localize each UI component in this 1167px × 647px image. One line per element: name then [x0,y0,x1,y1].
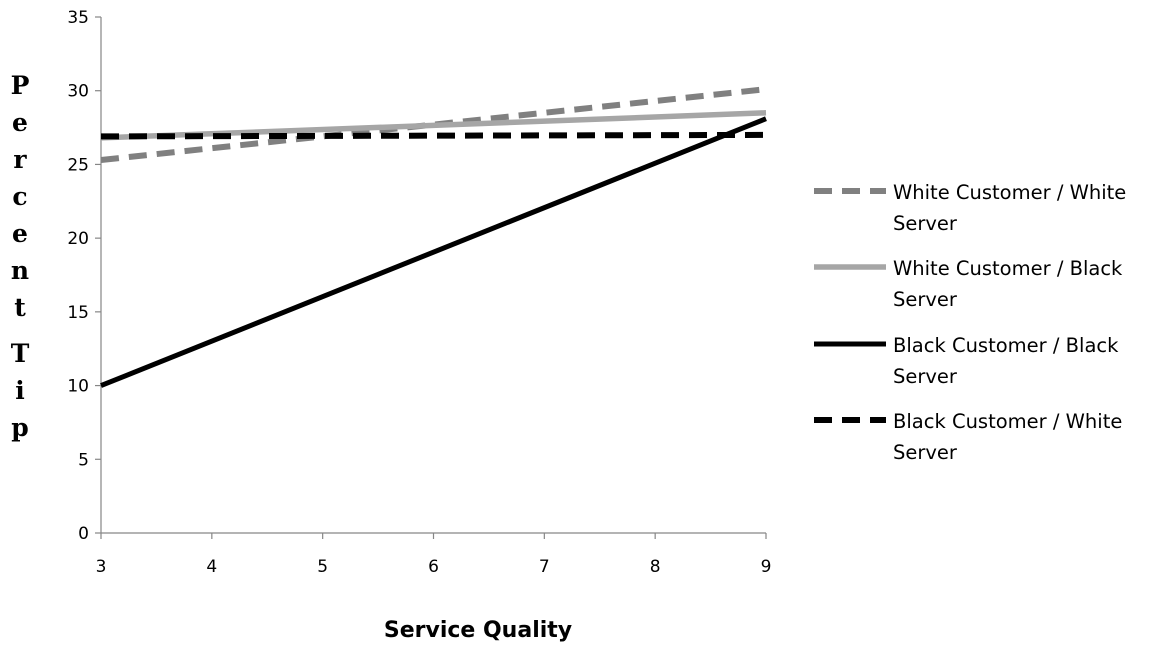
y-axis-title-letter: c [12,182,27,211]
y-axis-title-letter: t [14,293,26,322]
y-tick-label: 20 [67,229,89,249]
legend-label-line: Server [893,441,958,464]
legend-item-0: White Customer / White Server [814,181,1126,235]
legend-label-line: White Customer / White [893,181,1126,204]
legend-label-line: Black Customer / White [893,410,1122,433]
legend-label-line: Server [893,288,958,311]
x-tick-label: 3 [96,557,107,577]
y-axis-title-letter: T [11,339,30,368]
legend-item-2: Black Customer / Black Server [814,334,1119,388]
y-tick-label: 25 [67,155,89,175]
x-axis-title: Service Quality [384,618,572,643]
y-axis-title-letter: P [11,71,30,100]
series-line-1 [100,110,767,141]
y-tick-label: 0 [78,524,89,544]
y-axis-title-letter: p [11,413,28,442]
legend-label-line: White Customer / Black [893,257,1123,280]
legend-label-line: Server [893,212,958,235]
y-tick-label: 10 [67,377,89,397]
y-axis-title-letter: r [13,145,27,174]
x-tick-label: 4 [206,557,217,577]
legend-label-line: Black Customer / Black [893,334,1119,357]
plot-area: 0 5 10 15 20 25 30 35 3 4 5 6 7 8 9 [67,8,771,577]
x-tick-label: 7 [539,557,550,577]
legend-label-line: Server [893,365,958,388]
x-tick-label: 9 [761,557,772,577]
y-axis-title-letter: e [12,108,28,137]
y-tick-label: 30 [67,82,89,102]
legend-item-1: White Customer / Black Server [814,257,1123,311]
y-axis-title-letter: e [12,219,28,248]
y-axis-title-letter: i [15,376,25,405]
y-tick-label: 15 [67,303,89,323]
legend-item-3: Black Customer / White Server [814,410,1122,464]
y-tick-label: 5 [78,450,89,470]
x-tick-label: 8 [650,557,661,577]
x-tick-label: 6 [428,557,439,577]
y-axis-title-letter: n [11,256,29,285]
series-line-2 [100,116,767,388]
y-tick-label: 35 [67,8,89,28]
series-line-3 [100,131,767,140]
x-tick-label: 5 [317,557,328,577]
